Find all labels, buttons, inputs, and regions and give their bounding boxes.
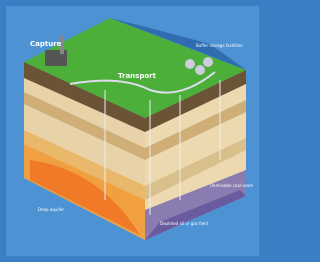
- label-field: Depleted oil or gas field: [160, 221, 208, 226]
- label-transport: Transport: [118, 72, 157, 80]
- tank: [185, 59, 195, 69]
- label-capture: Capture: [30, 40, 62, 48]
- label-buffer: Buffer storage facilities: [196, 43, 243, 48]
- label-aquifer: Deep aquifer: [38, 207, 64, 212]
- label-coal: Unminable coal seam: [210, 183, 253, 188]
- ccs-diagram: Capture Transport Buffer storage facilit…: [0, 0, 265, 262]
- tank: [195, 65, 205, 75]
- tank: [203, 57, 213, 67]
